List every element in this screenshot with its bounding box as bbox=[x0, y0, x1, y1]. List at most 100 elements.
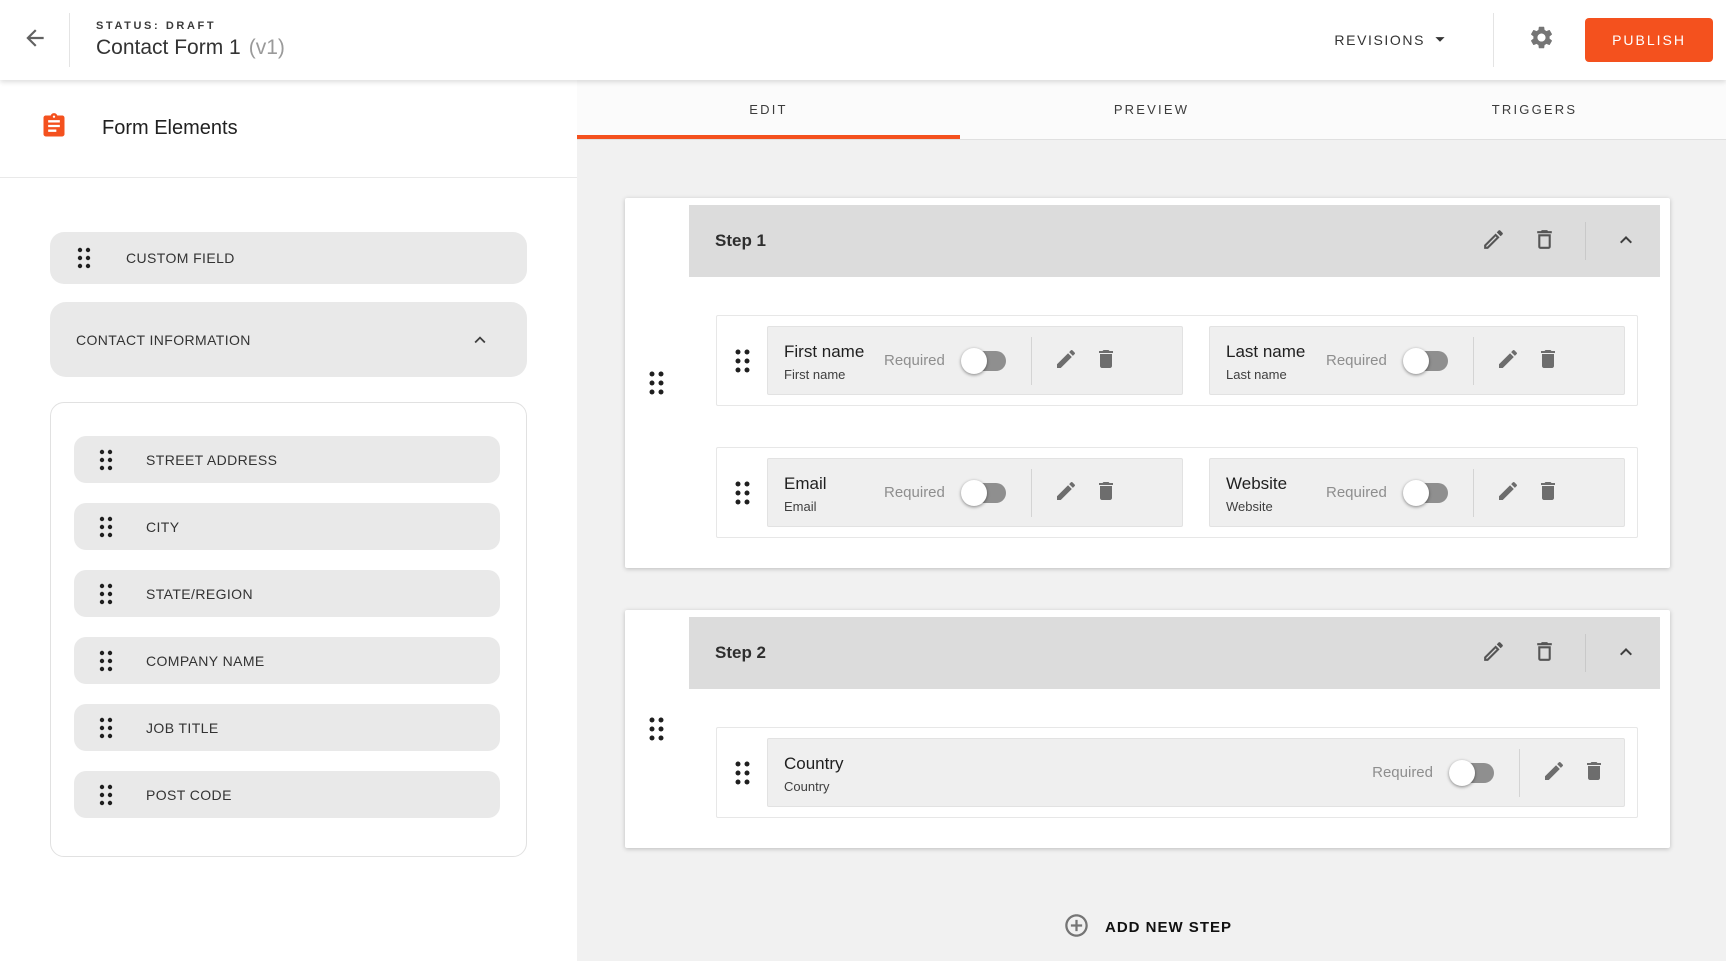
tab-triggers[interactable]: TRIGGERS bbox=[1491, 102, 1578, 117]
drag-handle-icon[interactable] bbox=[98, 716, 114, 740]
required-label: Required bbox=[1372, 764, 1433, 781]
form-canvas: Step 1 bbox=[577, 140, 1726, 961]
row-drag-handle-icon[interactable] bbox=[733, 479, 751, 507]
edit-field-button[interactable] bbox=[1496, 479, 1520, 506]
sidebar-header: Form Elements bbox=[0, 80, 577, 178]
chevron-up-icon bbox=[1614, 640, 1638, 667]
sidebar-item-label: CUSTOM FIELD bbox=[126, 250, 235, 266]
sidebar-item-city[interactable]: CITY bbox=[74, 503, 500, 550]
required-label: Required bbox=[884, 484, 945, 501]
drag-handle-icon[interactable] bbox=[98, 649, 114, 673]
sidebar-item-street-address[interactable]: STREET ADDRESS bbox=[74, 436, 500, 483]
field-row: First name First name Required bbox=[716, 315, 1638, 406]
delete-field-button[interactable] bbox=[1094, 479, 1118, 506]
drag-handle-icon[interactable] bbox=[76, 246, 92, 270]
form-version: (v1) bbox=[248, 36, 285, 59]
row-drag-handle-icon[interactable] bbox=[733, 759, 751, 787]
sidebar-item-custom-field[interactable]: CUSTOM FIELD bbox=[50, 232, 527, 284]
field-card-last-name: Last name Last name Required bbox=[1209, 326, 1625, 395]
edit-field-button[interactable] bbox=[1496, 347, 1520, 374]
edit-step-button[interactable] bbox=[1481, 639, 1506, 667]
required-toggle[interactable] bbox=[1449, 759, 1497, 787]
tab-preview[interactable]: PREVIEW bbox=[1113, 102, 1190, 117]
trash-icon bbox=[1582, 759, 1606, 786]
drag-handle-icon[interactable] bbox=[98, 582, 114, 606]
collapse-step-button[interactable] bbox=[1614, 640, 1638, 667]
field-row: Email Email Required bbox=[716, 447, 1638, 538]
edit-field-button[interactable] bbox=[1054, 347, 1078, 374]
field-divider bbox=[1519, 748, 1520, 797]
step-card-1: Step 1 bbox=[625, 198, 1670, 568]
editor-tabbar: EDIT PREVIEW TRIGGERS bbox=[577, 80, 1726, 140]
delete-field-button[interactable] bbox=[1582, 759, 1606, 786]
collapse-step-button[interactable] bbox=[1614, 228, 1638, 255]
field-divider bbox=[1472, 468, 1474, 517]
publish-button[interactable]: PUBLISH bbox=[1585, 18, 1713, 62]
sidebar-item-job-title[interactable]: JOB TITLE bbox=[74, 704, 500, 751]
revisions-button[interactable]: REVISIONS bbox=[1334, 28, 1451, 53]
required-toggle[interactable] bbox=[960, 479, 1009, 507]
delete-step-button[interactable] bbox=[1532, 227, 1557, 255]
pencil-icon bbox=[1481, 639, 1506, 667]
sidebar-item-label: JOB TITLE bbox=[146, 719, 219, 736]
required-label: Required bbox=[884, 352, 945, 369]
delete-field-button[interactable] bbox=[1536, 479, 1560, 506]
sidebar-item-post-code[interactable]: POST CODE bbox=[74, 771, 500, 818]
pencil-icon bbox=[1481, 227, 1506, 255]
form-editor-main: EDIT PREVIEW TRIGGERS Step 1 bbox=[577, 80, 1726, 961]
revisions-label: REVISIONS bbox=[1334, 32, 1426, 48]
required-label: Required bbox=[1326, 352, 1387, 369]
app-header: STATUS: DRAFT Contact Form 1 (v1) REVISI… bbox=[0, 0, 1726, 80]
required-label: Required bbox=[1326, 484, 1387, 501]
field-card-country: Country Country Required bbox=[767, 738, 1625, 807]
tab-edit[interactable]: EDIT bbox=[577, 80, 960, 139]
settings-button[interactable] bbox=[1528, 24, 1555, 56]
field-label: Country bbox=[784, 754, 844, 774]
form-elements-sidebar: Form Elements CUSTOM FIELD CONTACT INFOR… bbox=[0, 80, 577, 961]
title-block: STATUS: DRAFT Contact Form 1 (v1) bbox=[96, 20, 285, 60]
step-card-2: Step 2 bbox=[625, 610, 1670, 848]
required-toggle[interactable] bbox=[1402, 347, 1451, 375]
delete-step-button[interactable] bbox=[1532, 639, 1557, 667]
trash-icon bbox=[1094, 479, 1118, 506]
sidebar-item-label: STREET ADDRESS bbox=[146, 451, 278, 468]
drag-handle-icon[interactable] bbox=[98, 515, 114, 539]
clipboard-icon bbox=[40, 112, 68, 145]
step-actions-divider bbox=[1585, 634, 1586, 672]
field-label: Last name bbox=[1226, 342, 1306, 362]
field-divider bbox=[1030, 336, 1032, 385]
edit-field-button[interactable] bbox=[1054, 479, 1078, 506]
step-drag-handle-icon[interactable] bbox=[647, 715, 665, 743]
field-sublabel: Website bbox=[1226, 498, 1273, 514]
required-toggle[interactable] bbox=[1402, 479, 1451, 507]
delete-field-button[interactable] bbox=[1094, 347, 1118, 374]
delete-field-button[interactable] bbox=[1536, 347, 1560, 374]
field-divider bbox=[1472, 336, 1474, 385]
step-title: Step 2 bbox=[715, 643, 767, 662]
drag-handle-icon[interactable] bbox=[98, 783, 114, 807]
drag-handle-icon[interactable] bbox=[98, 448, 114, 472]
back-arrow-icon bbox=[22, 25, 48, 56]
field-sublabel: Country bbox=[784, 778, 830, 794]
step-actions-divider bbox=[1585, 222, 1586, 260]
row-drag-handle-icon[interactable] bbox=[733, 347, 751, 375]
contact-information-group: STREET ADDRESS CITY STATE/REGION COMPANY… bbox=[50, 402, 527, 857]
field-label: Website bbox=[1226, 474, 1288, 494]
sidebar-item-label: STATE/REGION bbox=[146, 585, 253, 602]
required-toggle[interactable] bbox=[960, 347, 1009, 375]
sidebar-item-company-name[interactable]: COMPANY NAME bbox=[74, 637, 500, 684]
field-card-website: Website Website Required bbox=[1209, 458, 1625, 527]
step-drag-handle-icon[interactable] bbox=[647, 369, 665, 397]
edit-field-button[interactable] bbox=[1542, 759, 1566, 786]
step-header: Step 2 bbox=[689, 617, 1660, 689]
contact-information-group-toggle[interactable]: CONTACT INFORMATION bbox=[50, 302, 527, 377]
step-header: Step 1 bbox=[689, 205, 1660, 277]
pencil-icon bbox=[1542, 759, 1566, 786]
sidebar-item-label: CITY bbox=[146, 518, 180, 535]
back-button[interactable] bbox=[0, 0, 69, 80]
add-new-step-button[interactable]: ADD NEW STEP bbox=[1063, 912, 1232, 943]
pencil-icon bbox=[1496, 347, 1520, 374]
sidebar-item-state-region[interactable]: STATE/REGION bbox=[74, 570, 500, 617]
trash-icon bbox=[1532, 227, 1557, 255]
edit-step-button[interactable] bbox=[1481, 227, 1506, 255]
